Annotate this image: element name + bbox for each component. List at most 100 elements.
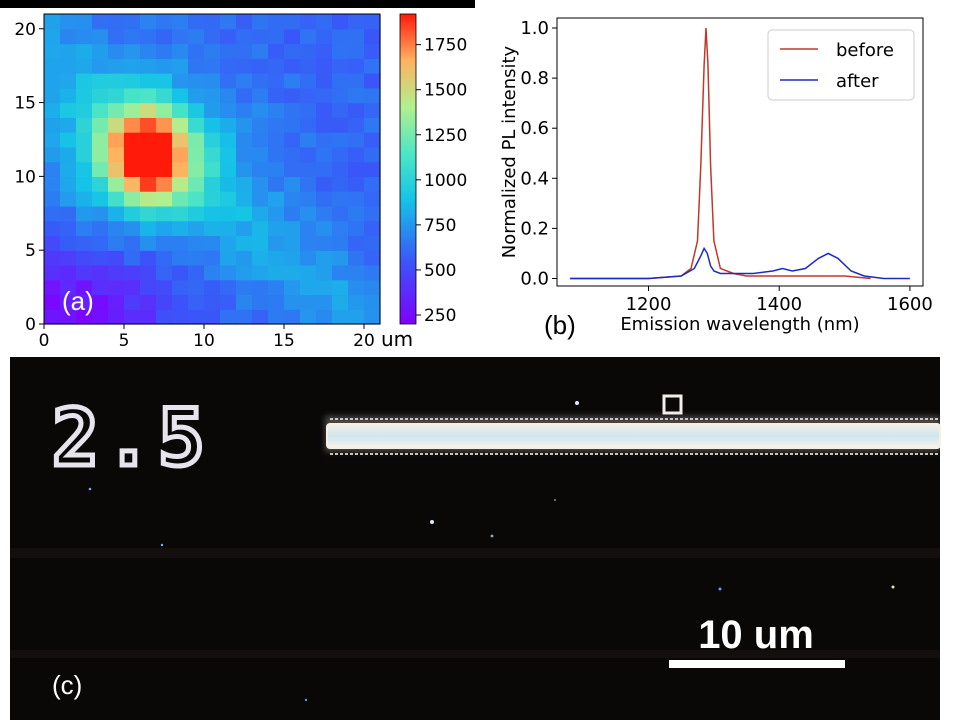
heatmap-cell	[76, 117, 93, 133]
heatmap-cell	[44, 161, 61, 177]
heatmap-cell	[188, 117, 205, 133]
heatmap-cell	[44, 264, 61, 281]
heatmap-cell	[76, 14, 93, 30]
heatmap-cell	[124, 102, 141, 118]
heatmap-cell	[316, 132, 333, 148]
heatmap-cell	[172, 102, 189, 118]
heatmap-cell	[92, 176, 109, 192]
speck	[160, 543, 164, 547]
heatmap-cell	[316, 235, 333, 251]
heatmap-cell	[348, 73, 365, 89]
heatmap-cell	[92, 58, 109, 74]
heatmap-cell	[364, 235, 381, 251]
heatmap-cell	[236, 132, 253, 148]
heatmap-cell	[140, 264, 157, 281]
heatmap-cell	[76, 235, 93, 251]
heatmap-cell	[204, 73, 221, 89]
heatmap-cell	[348, 43, 365, 59]
heatmap-cell	[172, 87, 189, 104]
heatmap-cell	[44, 250, 61, 266]
heatmap-cell	[204, 14, 221, 30]
heatmap-cell	[332, 14, 349, 30]
heatmap-cell	[124, 117, 141, 133]
heatmap-cell	[268, 220, 285, 237]
heatmap-cell	[348, 14, 365, 30]
heatmap-cell	[60, 176, 77, 192]
scale-bar-label: 10 um	[698, 613, 814, 657]
spectrum-x-label: Emission wavelength (nm)	[620, 314, 859, 335]
heatmap-cell	[268, 87, 285, 104]
colorbar-tick-label: 500	[424, 261, 456, 281]
colorbar-tick-label: 250	[424, 306, 456, 326]
heatmap-cell	[76, 264, 93, 281]
heatmap-cell	[60, 117, 77, 133]
heatmap-cell	[140, 294, 157, 310]
heatmap-cell	[364, 73, 381, 89]
heatmap-cell	[108, 176, 125, 192]
heatmap-cell	[188, 250, 205, 266]
heatmap-cell	[252, 220, 269, 237]
heatmap-cell	[124, 73, 141, 89]
heatmap-cell	[268, 191, 285, 207]
heatmap-cell	[140, 58, 157, 74]
heatmap-cell	[300, 161, 317, 177]
heatmap-cell	[156, 220, 173, 237]
heatmap-cell	[140, 102, 157, 118]
heatmap-cell	[188, 43, 205, 59]
heatmap-cell	[204, 220, 221, 237]
spectrum-x-ticks: 1200 1400 1600	[626, 286, 933, 315]
heatmap-cell	[60, 235, 77, 251]
heatmap-cell	[268, 250, 285, 266]
heatmap-cell	[204, 205, 221, 222]
heatmap-cell	[204, 132, 221, 148]
heatmap-cell	[252, 14, 269, 30]
heatmap-cell	[252, 117, 269, 133]
heatmap-cell	[44, 294, 61, 310]
heatmap-cell	[60, 132, 77, 148]
heatmap-cells	[44, 14, 381, 325]
heatmap-cell	[348, 191, 365, 207]
heatmap-cell	[348, 146, 365, 163]
heatmap-cell	[188, 294, 205, 310]
heatmap-cell	[236, 176, 253, 192]
heatmap-cell	[300, 235, 317, 251]
heatmap-cell	[124, 250, 141, 266]
heatmap-cell	[220, 117, 237, 133]
panel-label-a: (a)	[62, 286, 94, 316]
heatmap-cell	[220, 279, 237, 296]
heatmap-cell	[252, 264, 269, 281]
heatmap-cell	[300, 43, 317, 59]
panel-label-c: (c)	[52, 670, 82, 700]
heatmap-cell	[124, 220, 141, 237]
heatmap-x-unit: um	[381, 327, 413, 351]
heatmap-cell	[156, 117, 173, 133]
heatmap-cell	[364, 279, 381, 296]
heatmap-cell	[284, 264, 301, 281]
heatmap-cell	[348, 279, 365, 296]
heatmap-cell	[156, 264, 173, 281]
heatmap-cell	[348, 117, 365, 133]
heatmap-cell	[140, 146, 157, 163]
heatmap-cell	[364, 132, 381, 148]
heatmap-cell	[92, 294, 109, 310]
y-tick-label: 0.6	[520, 118, 549, 139]
heatmap-cell	[124, 205, 141, 222]
heatmap-cell	[252, 294, 269, 310]
heatmap-cell	[140, 250, 157, 266]
heatmap-cell	[140, 43, 157, 59]
heatmap-cell	[364, 220, 381, 237]
heatmap-cell	[252, 102, 269, 118]
heatmap-cell	[76, 205, 93, 222]
heatmap-cell	[316, 14, 333, 30]
heatmap-cell	[364, 250, 381, 266]
heatmap-cell	[268, 176, 285, 192]
heatmap-cell	[172, 176, 189, 192]
heatmap-cell	[156, 279, 173, 296]
heatmap-cell	[124, 264, 141, 281]
y-tick-label: 0.4	[520, 168, 549, 189]
speck	[554, 499, 556, 501]
y-tick-label: 15	[14, 94, 36, 114]
heatmap-cell	[156, 161, 173, 177]
heatmap-cell	[172, 309, 189, 325]
heatmap-cell	[76, 87, 93, 104]
